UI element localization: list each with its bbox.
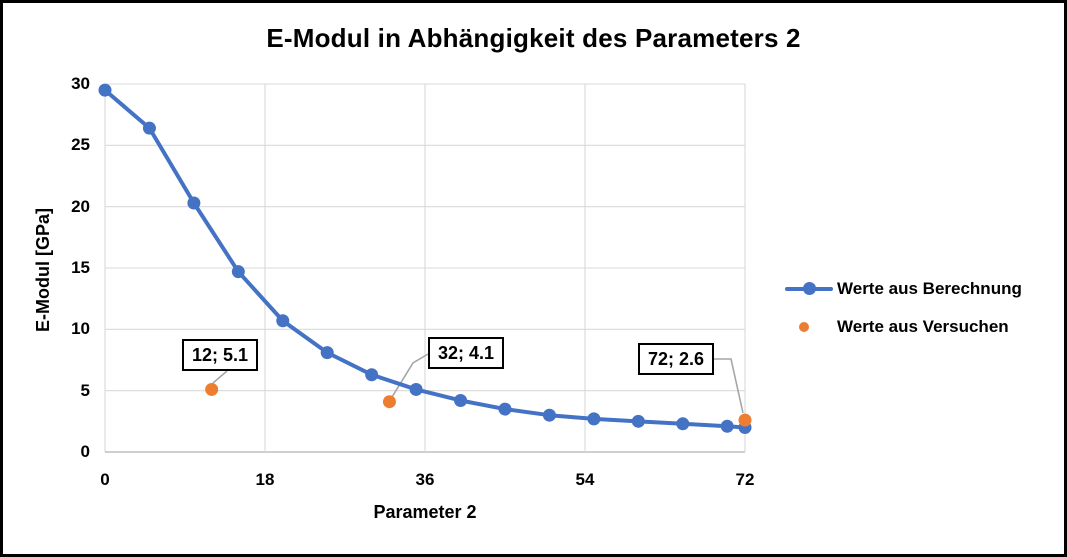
line-dot-marker-icon xyxy=(785,276,833,301)
data-point-berechnung xyxy=(676,417,690,431)
legend-label-versuchen: Werte aus Versuchen xyxy=(837,316,1009,336)
y-tick-label: 20 xyxy=(71,196,90,216)
x-tick-label: 54 xyxy=(575,470,595,489)
data-point-berechnung xyxy=(365,368,379,382)
data-point-berechnung xyxy=(98,83,112,97)
data-point-berechnung xyxy=(187,196,201,210)
dot-marker-icon xyxy=(785,314,833,339)
data-point-berechnung xyxy=(231,265,245,279)
legend: Werte aus Berechnung Werte aus Versuchen xyxy=(785,276,1022,339)
y-tick-label: 5 xyxy=(80,380,90,400)
x-tick-label: 36 xyxy=(415,470,435,489)
x-tick-label: 72 xyxy=(735,470,755,489)
legend-label-berechnung: Werte aus Berechnung xyxy=(837,278,1022,298)
data-point-berechnung xyxy=(631,414,645,428)
chart-title: E-Modul in Abhängigkeit des Parameters 2 xyxy=(266,23,801,53)
legend-item-berechnung: Werte aus Berechnung xyxy=(785,276,1022,301)
data-point-versuchen xyxy=(738,413,752,427)
data-label-callout: 72; 2.6 xyxy=(638,343,715,375)
data-point-berechnung xyxy=(498,402,512,416)
x-tick-label: 0 xyxy=(100,470,110,489)
data-label-callout: 12; 5.1 xyxy=(182,339,259,371)
legend-item-versuchen: Werte aus Versuchen xyxy=(785,314,1022,339)
data-point-berechnung xyxy=(454,393,468,407)
data-point-berechnung xyxy=(142,121,156,135)
y-tick-label: 15 xyxy=(71,258,90,277)
data-label-callout: 32; 4.1 xyxy=(428,337,505,369)
data-point-berechnung xyxy=(409,382,423,396)
data-point-versuchen xyxy=(205,382,219,396)
data-point-berechnung xyxy=(542,408,556,422)
x-axis-title: Parameter 2 xyxy=(373,502,477,522)
y-tick-label: 30 xyxy=(71,74,90,93)
data-point-berechnung xyxy=(587,412,601,426)
data-point-berechnung xyxy=(276,314,290,328)
x-tick-label: 18 xyxy=(255,470,275,489)
data-point-berechnung xyxy=(720,419,734,433)
y-tick-label: 0 xyxy=(80,442,90,461)
data-point-berechnung xyxy=(320,346,334,360)
y-tick-label: 10 xyxy=(71,319,90,339)
data-point-versuchen xyxy=(382,395,396,409)
y-tick-label: 25 xyxy=(71,135,90,155)
